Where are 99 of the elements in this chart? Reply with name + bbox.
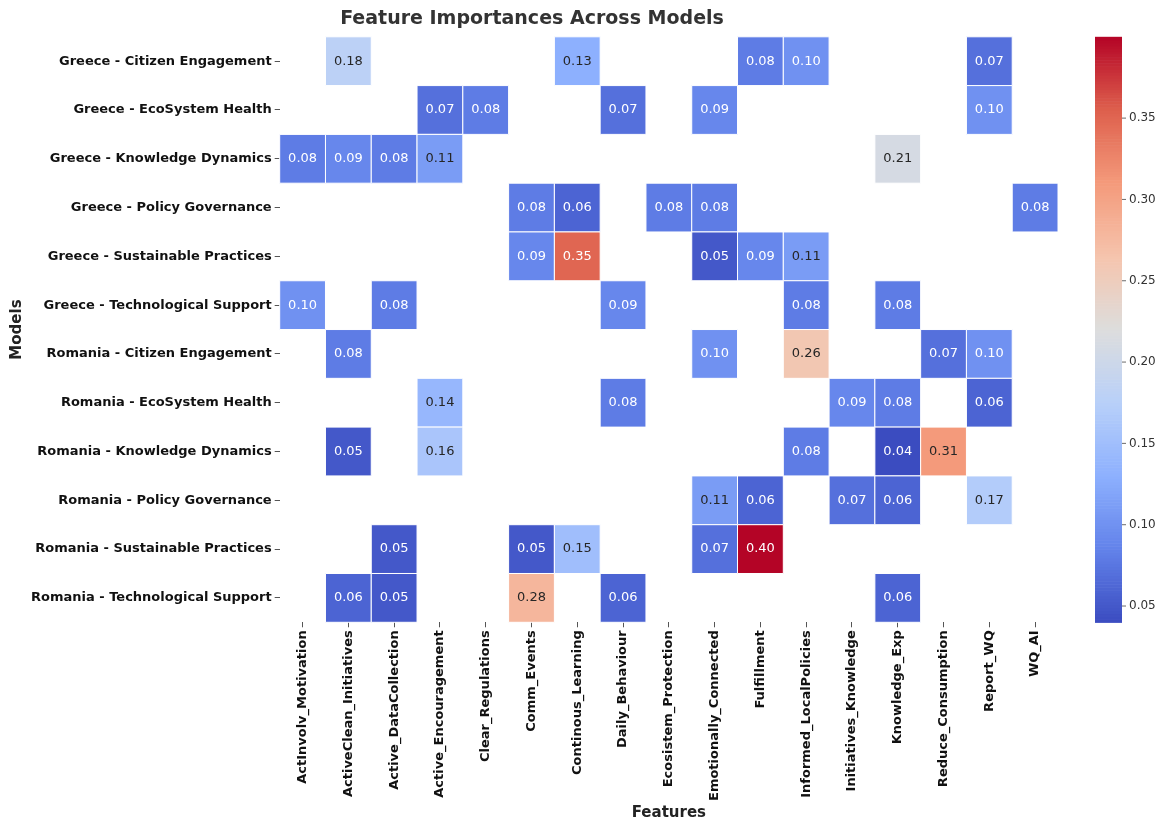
data-label: 0.05: [379, 540, 409, 556]
data-label: 0.07: [974, 52, 1004, 68]
data-label: 0.11: [425, 150, 455, 166]
data-label: 0.07: [837, 491, 867, 507]
data-label: 0.08: [517, 198, 546, 214]
data-label: 0.05: [379, 589, 409, 605]
data-label: 0.08: [379, 296, 409, 312]
x-tick-label: ActiveClean_Initiatives: [339, 630, 356, 798]
data-label: 0.06: [608, 589, 638, 605]
data-label: 0.09: [517, 247, 546, 263]
data-label: 0.21: [883, 150, 913, 166]
y-tick-label: Romania - Knowledge Dynamics: [37, 442, 272, 458]
data-label: 0.11: [791, 247, 821, 263]
data-label: 0.05: [700, 247, 730, 263]
data-label: 0.11: [700, 491, 730, 507]
x-tick-label: Ecosistem_Protection: [660, 630, 677, 788]
x-tick-label: ActInvolv_Motivation: [293, 630, 310, 784]
data-label: 0.08: [608, 394, 638, 410]
data-label: 0.10: [974, 101, 1004, 117]
color-bar-label: 0.35: [1129, 110, 1156, 125]
y-tick-label: Greece - Technological Support: [43, 296, 272, 312]
data-label: 0.10: [700, 345, 730, 361]
x-tick-label: Emotionally_Connected: [706, 630, 722, 801]
color-bar-label: 0.05: [1129, 598, 1156, 613]
data-label: 0.07: [608, 101, 638, 117]
x-tick-label: WQ_AI: [1026, 630, 1043, 678]
y-tick-label: Romania - EcoSystem Health: [60, 394, 272, 410]
y-tick-label: Greece - Policy Governance: [70, 198, 272, 214]
data-label: 0.13: [562, 52, 592, 68]
y-tick-label: Greece - EcoSystem Health: [73, 101, 272, 117]
data-label: 0.08: [1020, 198, 1050, 214]
data-label: 0.08: [379, 150, 409, 166]
data-label: 0.05: [517, 540, 546, 556]
data-label: 0.08: [883, 394, 913, 410]
data-label: 0.08: [288, 150, 318, 166]
data-label: 0.08: [471, 101, 501, 117]
data-label: 0.06: [745, 491, 775, 507]
data-label: 0.10: [791, 52, 821, 68]
y-tick-label: Greece - Knowledge Dynamics: [49, 150, 272, 166]
data-label: 0.06: [883, 491, 913, 507]
data-label: 0.08: [745, 52, 775, 68]
data-label: 0.18: [333, 52, 363, 68]
y-tick-label: Greece - Sustainable Practices: [47, 247, 272, 263]
data-label: 0.31: [929, 442, 959, 458]
x-tick-label: Continous_Learning: [568, 630, 585, 775]
data-label: 0.16: [425, 442, 455, 458]
x-tick-label: Fulfillment: [751, 630, 767, 709]
y-tick-label: Romania - Technological Support: [30, 589, 272, 605]
x-tick-label: Active_Encouragement: [431, 630, 448, 798]
color-bar-label: 0.25: [1129, 272, 1156, 287]
x-tick-label: Clear_Regulations: [477, 630, 494, 762]
data-label: 0.09: [700, 101, 730, 117]
color-bar-label: 0.30: [1129, 191, 1156, 206]
chart-title: Feature Importances Across Models: [340, 6, 724, 29]
data-label: 0.26: [791, 345, 821, 361]
y-axis-title: Models: [6, 299, 25, 360]
data-label: 0.06: [562, 198, 592, 214]
data-label: 0.17: [974, 491, 1004, 507]
data-label: 0.10: [288, 296, 318, 312]
color-bar-label: 0.15: [1129, 435, 1156, 450]
data-label: 0.09: [745, 247, 775, 263]
data-label: 0.08: [700, 198, 730, 214]
color-bar-label: 0.10: [1129, 516, 1156, 531]
data-label: 0.08: [791, 442, 821, 458]
data-label: 0.08: [883, 296, 913, 312]
data-label: 0.10: [974, 345, 1004, 361]
data-label: 0.08: [791, 296, 821, 312]
data-label: 0.04: [883, 442, 913, 458]
color-bar-label: 0.20: [1129, 354, 1156, 369]
data-label: 0.06: [974, 394, 1004, 410]
data-label: 0.35: [562, 247, 592, 263]
x-tick-label: Reduce_Consumption: [934, 630, 951, 788]
data-label: 0.08: [654, 198, 684, 214]
data-label: 0.08: [333, 345, 363, 361]
y-tick-label: Romania - Citizen Engagement: [46, 345, 272, 361]
data-label: 0.09: [333, 150, 363, 166]
data-label: 0.09: [608, 296, 638, 312]
x-tick-label: Informed_LocalPolicies: [797, 630, 814, 798]
data-label: 0.40: [745, 540, 775, 556]
y-tick-label: Romania - Sustainable Practices: [35, 540, 272, 556]
data-label: 0.28: [517, 589, 546, 605]
x-tick-label: Report_WQ: [980, 630, 997, 712]
data-label: 0.06: [883, 589, 913, 605]
x-axis-title: Features: [631, 802, 707, 821]
x-tick-label: Daily_Behaviour: [614, 629, 631, 749]
x-tick-label: Knowledge_Exp: [889, 630, 906, 745]
y-tick-label: Greece - Citizen Engagement: [59, 52, 272, 68]
data-label: 0.06: [333, 589, 363, 605]
x-tick-label: Initiatives_Knowledge: [843, 630, 860, 792]
data-label: 0.09: [837, 394, 867, 410]
data-label: 0.14: [425, 394, 455, 410]
y-tick-label: Romania - Policy Governance: [58, 491, 272, 507]
data-label: 0.15: [562, 540, 592, 556]
data-label: 0.07: [929, 345, 959, 361]
data-label: 0.07: [425, 101, 455, 117]
x-tick-label: Active_DataCollection: [385, 630, 402, 790]
x-tick-label: Comm_Events: [522, 630, 539, 732]
data-label: 0.07: [700, 540, 730, 556]
data-label: 0.05: [333, 442, 363, 458]
